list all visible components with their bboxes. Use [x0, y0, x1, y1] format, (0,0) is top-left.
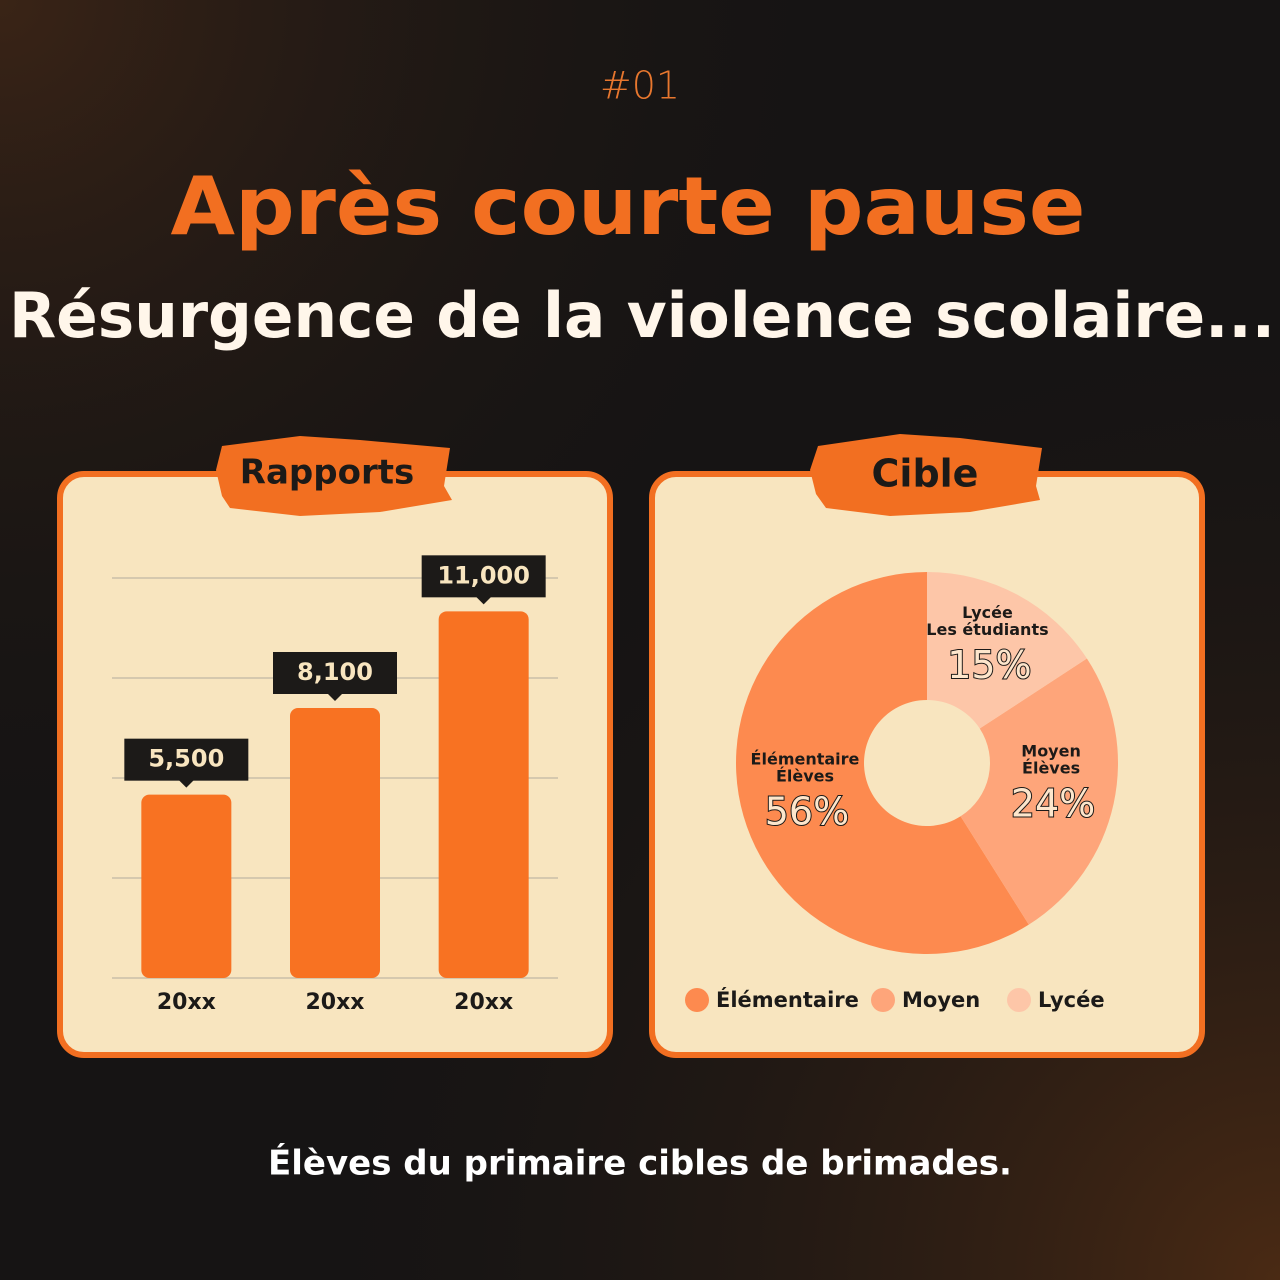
slice-label: Les étudiants: [926, 620, 1048, 639]
value-label: 11,000: [437, 561, 530, 589]
slice-label: Élèves: [1022, 759, 1080, 778]
value-label: 56%: [765, 790, 849, 834]
pie-slice: [927, 572, 1087, 729]
x-tick-label: 20xx: [454, 990, 513, 1015]
bar: [438, 611, 529, 978]
value-label-box: [124, 738, 249, 781]
title: Après courte pause: [171, 160, 1086, 253]
value-label: 5,500: [148, 745, 224, 773]
legend-swatch: [1007, 988, 1031, 1012]
subtitle: Résurgence de la violence scolaire...: [9, 279, 1275, 352]
slice-label: Lycée: [962, 603, 1013, 622]
badge: [216, 436, 452, 516]
value-label-box: [421, 555, 546, 598]
pie-slice: [736, 572, 1029, 954]
slide-number: #01: [600, 64, 680, 108]
bar: [290, 708, 380, 978]
legend-label: Lycée: [1038, 988, 1105, 1012]
slice-label: Moyen: [1021, 742, 1081, 761]
legend-swatch: [685, 988, 709, 1012]
value-label-box: [273, 652, 397, 694]
value-label: 15%: [947, 643, 1031, 687]
value-label-pointer: [475, 596, 492, 605]
x-tick-label: 20xx: [306, 990, 365, 1015]
slice-label: Élèves: [776, 767, 834, 786]
value-label: 24%: [1011, 782, 1095, 826]
badge: [810, 434, 1042, 516]
caption: Élèves du primaire cibles de brimades.: [268, 1143, 1012, 1184]
pie-slice: [960, 658, 1118, 925]
value-label-pointer: [178, 779, 195, 788]
panel: [649, 471, 1205, 1058]
legend-swatch: [871, 988, 895, 1012]
bar: [141, 794, 232, 978]
value-label: 8,100: [297, 658, 373, 686]
x-tick-label: 20xx: [157, 990, 216, 1015]
legend-label: Élémentaire: [716, 987, 859, 1012]
slice-label: Élémentaire: [751, 750, 860, 769]
chart-title: Rapports: [240, 453, 414, 493]
legend-label: Moyen: [902, 988, 980, 1012]
chart-title: Cible: [872, 452, 979, 496]
value-label-pointer: [327, 693, 343, 701]
